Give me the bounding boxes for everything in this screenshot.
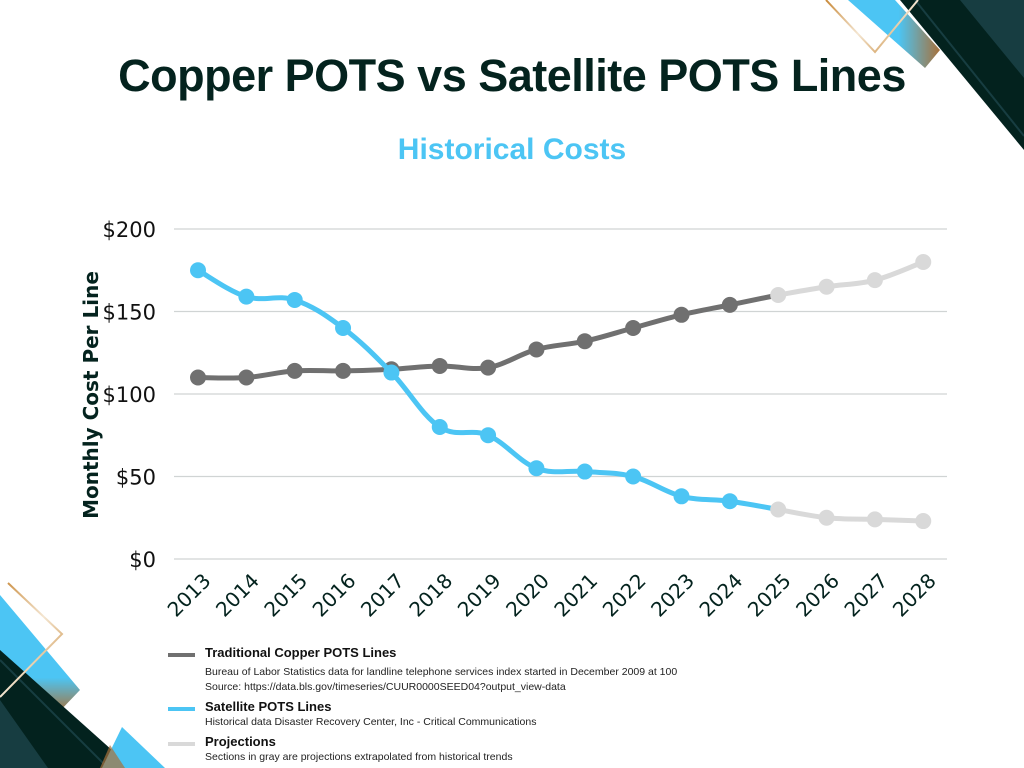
data-point-copper <box>528 341 545 358</box>
legend-title: Traditional Copper POTS Lines <box>205 645 397 660</box>
x-tick-label: 2022 <box>598 569 651 622</box>
data-point-satellite <box>721 493 738 510</box>
data-point-copper <box>190 369 206 386</box>
data-point-copper <box>915 254 932 270</box>
x-tick-label: 2013 <box>163 569 216 622</box>
y-axis-ticks: $0 $50 $100 $150 $200 <box>103 218 156 572</box>
page-title: Copper POTS vs Satellite POTS Lines <box>118 50 906 101</box>
chart-subtitle: Historical Costs <box>397 133 627 166</box>
data-point-satellite <box>383 364 400 381</box>
data-point-copper <box>721 296 738 313</box>
x-tick-label: 2021 <box>549 569 602 622</box>
x-tick-label: 2023 <box>646 569 699 622</box>
data-point-satellite <box>576 463 593 480</box>
historical-line-satellite <box>195 267 781 512</box>
data-point-copper <box>625 320 642 336</box>
x-tick-label: 2026 <box>791 569 844 622</box>
data-point-satellite <box>625 468 642 485</box>
bottom-left-decoration <box>0 582 165 768</box>
data-point-copper <box>238 369 255 386</box>
data-point-satellite <box>335 320 352 336</box>
y-tick-label: $100 <box>103 383 156 407</box>
legend: Traditional Copper POTS Lines Bureau of … <box>168 644 788 765</box>
legend-swatch-copper <box>168 653 195 657</box>
x-axis-ticks: 2013201420152016201720182019202020212022… <box>163 569 941 622</box>
legend-swatch-projections <box>168 742 195 746</box>
data-point-copper <box>286 362 303 379</box>
legend-title: Satellite POTS Lines <box>205 699 332 714</box>
x-tick-label: 2017 <box>356 569 409 622</box>
legend-source: Source: https://data.bls.gov/timeseries/… <box>205 681 566 693</box>
series-satellite <box>190 262 932 530</box>
y-tick-label: $50 <box>116 466 156 490</box>
x-tick-label: 2018 <box>404 569 457 622</box>
x-tick-label: 2025 <box>743 569 796 622</box>
data-point-copper <box>335 362 352 379</box>
x-tick-label: 2028 <box>888 569 941 622</box>
x-tick-label: 2020 <box>501 569 554 622</box>
data-point-satellite <box>818 509 835 526</box>
legend-description: Sections in gray are projections extrapo… <box>205 751 513 763</box>
legend-description: Historical data Disaster Recovery Center… <box>205 716 537 728</box>
data-point-copper <box>576 333 593 350</box>
x-tick-label: 2014 <box>211 569 264 622</box>
projection-line-satellite <box>775 507 926 524</box>
x-tick-label: 2016 <box>308 569 361 622</box>
data-point-satellite <box>915 513 932 530</box>
legend-item-satellite: Satellite POTS Lines Historical data Dis… <box>168 698 788 730</box>
series <box>190 254 932 530</box>
y-tick-label: $0 <box>129 548 156 572</box>
projection-line-copper <box>775 259 926 298</box>
data-point-copper <box>480 359 497 376</box>
data-point-satellite <box>431 419 448 435</box>
data-point-satellite <box>673 488 690 505</box>
gridlines <box>174 228 947 560</box>
x-tick-label: 2024 <box>694 569 747 622</box>
legend-swatch-satellite <box>168 707 195 711</box>
data-point-satellite <box>528 460 545 477</box>
legend-description: Bureau of Labor Statistics data for land… <box>205 666 678 678</box>
x-tick-label: 2019 <box>453 569 506 622</box>
data-point-copper <box>866 272 883 289</box>
data-point-copper <box>431 357 448 374</box>
x-tick-label: 2027 <box>839 569 892 622</box>
y-axis-label: Monthly Cost Per Line <box>79 271 103 519</box>
data-point-copper <box>770 287 787 303</box>
legend-title: Projections <box>205 734 276 749</box>
top-right-decoration <box>825 0 1024 150</box>
data-point-satellite <box>190 262 206 279</box>
data-point-satellite <box>770 501 787 518</box>
data-point-satellite <box>866 511 883 528</box>
x-tick-label: 2015 <box>259 569 312 622</box>
data-point-copper <box>818 278 835 295</box>
legend-item-copper: Traditional Copper POTS Lines Bureau of … <box>168 644 788 695</box>
data-point-satellite <box>238 288 255 305</box>
data-point-copper <box>673 306 690 323</box>
y-tick-label: $200 <box>103 218 156 242</box>
data-point-satellite <box>480 427 497 444</box>
series-copper <box>190 254 932 386</box>
y-tick-label: $150 <box>103 301 156 325</box>
data-point-satellite <box>286 291 303 308</box>
legend-item-projections: Projections Sections in gray are project… <box>168 733 788 765</box>
